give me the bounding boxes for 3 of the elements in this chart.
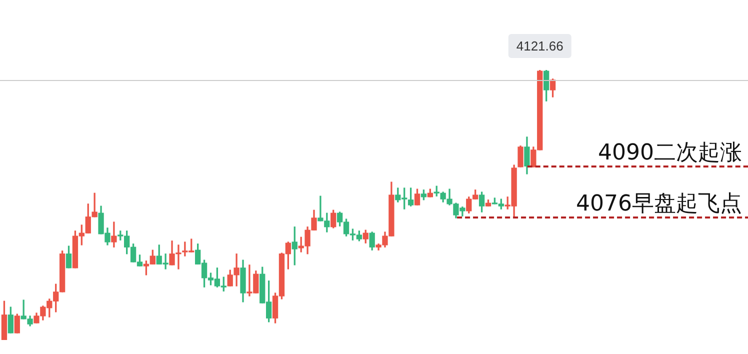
ref-line-label: 4090二次起涨: [598, 140, 742, 166]
ref-line-label: 4076早盘起飞点: [576, 192, 742, 216]
annotation: 4121.66: [516, 38, 564, 54]
